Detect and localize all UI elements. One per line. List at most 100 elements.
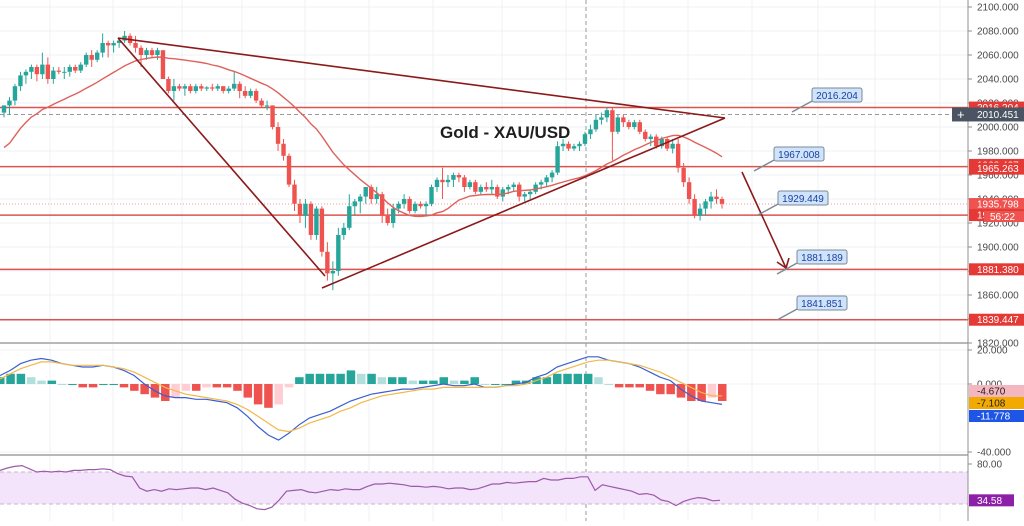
candle-body[interactable] — [231, 83, 237, 89]
candle-body[interactable] — [708, 196, 714, 202]
candle-body[interactable] — [34, 67, 40, 75]
candle-body[interactable] — [105, 43, 111, 46]
candle-body[interactable] — [632, 122, 637, 127]
candle-body[interactable] — [155, 50, 160, 55]
price-callout[interactable]: 1967.008 — [753, 146, 825, 172]
candle-body[interactable] — [643, 131, 648, 139]
candle-body[interactable] — [286, 155, 292, 185]
candle-body[interactable] — [314, 208, 319, 235]
candle-body[interactable] — [560, 143, 566, 147]
candle-body[interactable] — [506, 187, 511, 190]
candle-body[interactable] — [73, 67, 78, 71]
candle-body[interactable] — [621, 117, 626, 123]
candle-body[interactable] — [440, 179, 445, 183]
candle-body[interactable] — [610, 110, 615, 132]
candle-body[interactable] — [259, 100, 264, 106]
candle-body[interactable] — [325, 251, 330, 274]
candle-body[interactable] — [555, 146, 560, 173]
candle-body[interactable] — [599, 117, 604, 120]
candle-body[interactable] — [226, 88, 231, 91]
candle-body[interactable] — [407, 199, 412, 211]
candle-body[interactable] — [538, 182, 544, 185]
candle-body[interactable] — [697, 208, 703, 216]
candle-body[interactable] — [341, 227, 347, 235]
candle-body[interactable] — [418, 203, 423, 207]
candle-body[interactable] — [374, 194, 379, 199]
candle-body[interactable] — [544, 177, 549, 183]
candle-body[interactable] — [659, 139, 664, 147]
candle-body[interactable] — [133, 43, 138, 48]
rsi-pane[interactable] — [0, 464, 968, 511]
candle-body[interactable] — [292, 184, 297, 204]
candle-body[interactable] — [369, 187, 374, 199]
candle-body[interactable] — [664, 139, 670, 149]
candle-body[interactable] — [215, 86, 220, 89]
price-axis[interactable]: 2100.0002080.0002060.0002040.0002020.000… — [952, 0, 1024, 521]
candle-body[interactable] — [352, 201, 357, 207]
candle-body[interactable] — [396, 203, 401, 209]
candle-body[interactable] — [62, 71, 67, 73]
candle-body[interactable] — [527, 191, 533, 195]
candle-body[interactable] — [484, 187, 489, 190]
candle-body[interactable] — [654, 136, 659, 147]
candle-body[interactable] — [303, 203, 308, 216]
candle-body[interactable] — [675, 143, 681, 168]
candle-body[interactable] — [319, 208, 325, 252]
candle-body[interactable] — [582, 134, 588, 144]
candle-body[interactable] — [182, 86, 188, 89]
candle-body[interactable] — [363, 187, 368, 197]
candle-body[interactable] — [111, 43, 116, 46]
trendline-drop-line[interactable] — [117, 37, 326, 277]
candle-body[interactable] — [78, 64, 83, 71]
candle-body[interactable] — [7, 100, 12, 106]
candle-body[interactable] — [500, 189, 505, 197]
candle-body[interactable] — [51, 70, 56, 79]
candle-body[interactable] — [210, 87, 215, 89]
candle-body[interactable] — [478, 187, 484, 192]
candle-body[interactable] — [347, 206, 352, 228]
candle-body[interactable] — [358, 196, 363, 202]
candle-body[interactable] — [100, 43, 105, 53]
candle-body[interactable] — [116, 40, 122, 43]
candle-body[interactable] — [199, 86, 204, 89]
candle-body[interactable] — [221, 86, 226, 91]
price-callout[interactable]: 1841.851 — [776, 295, 848, 321]
candle-body[interactable] — [604, 110, 610, 118]
candle-body[interactable] — [89, 55, 94, 60]
candle-body[interactable] — [23, 71, 29, 76]
candle-body[interactable] — [166, 79, 171, 91]
candle-body[interactable] — [593, 119, 599, 130]
candle-body[interactable] — [94, 52, 100, 60]
candle-body[interactable] — [177, 86, 182, 89]
candle-body[interactable] — [193, 86, 199, 91]
candle-body[interactable] — [12, 86, 18, 101]
candle-body[interactable] — [686, 182, 692, 199]
candle-body[interactable] — [401, 199, 407, 204]
candle-body[interactable] — [45, 64, 51, 79]
candle-body[interactable] — [56, 70, 62, 72]
candle-body[interactable] — [462, 177, 467, 187]
candle-body[interactable] — [390, 208, 396, 223]
candle-body[interactable] — [681, 167, 686, 183]
candle-body[interactable] — [451, 175, 456, 180]
candle-body[interactable] — [275, 127, 281, 144]
candle-body[interactable] — [456, 175, 462, 178]
candle-body[interactable] — [29, 67, 34, 72]
trendline-projection-arrow[interactable] — [741, 171, 787, 269]
candle-body[interactable] — [18, 75, 23, 87]
candle-body[interactable] — [445, 179, 451, 183]
candle-body[interactable] — [149, 50, 155, 55]
candle-body[interactable] — [615, 117, 621, 132]
candle-body[interactable] — [1, 105, 7, 113]
candle-body[interactable] — [412, 203, 418, 211]
candle-body[interactable] — [330, 271, 336, 274]
candle-body[interactable] — [308, 203, 314, 235]
candle-body[interactable] — [84, 55, 89, 65]
candle-body[interactable] — [648, 136, 653, 139]
candle-body[interactable] — [40, 64, 45, 75]
price-pane[interactable]: 2016.204 1967.008 1929.449 1881.189 1841.851 — [0, 31, 968, 321]
candle-body[interactable] — [719, 199, 725, 204]
candle-body[interactable] — [626, 122, 632, 127]
